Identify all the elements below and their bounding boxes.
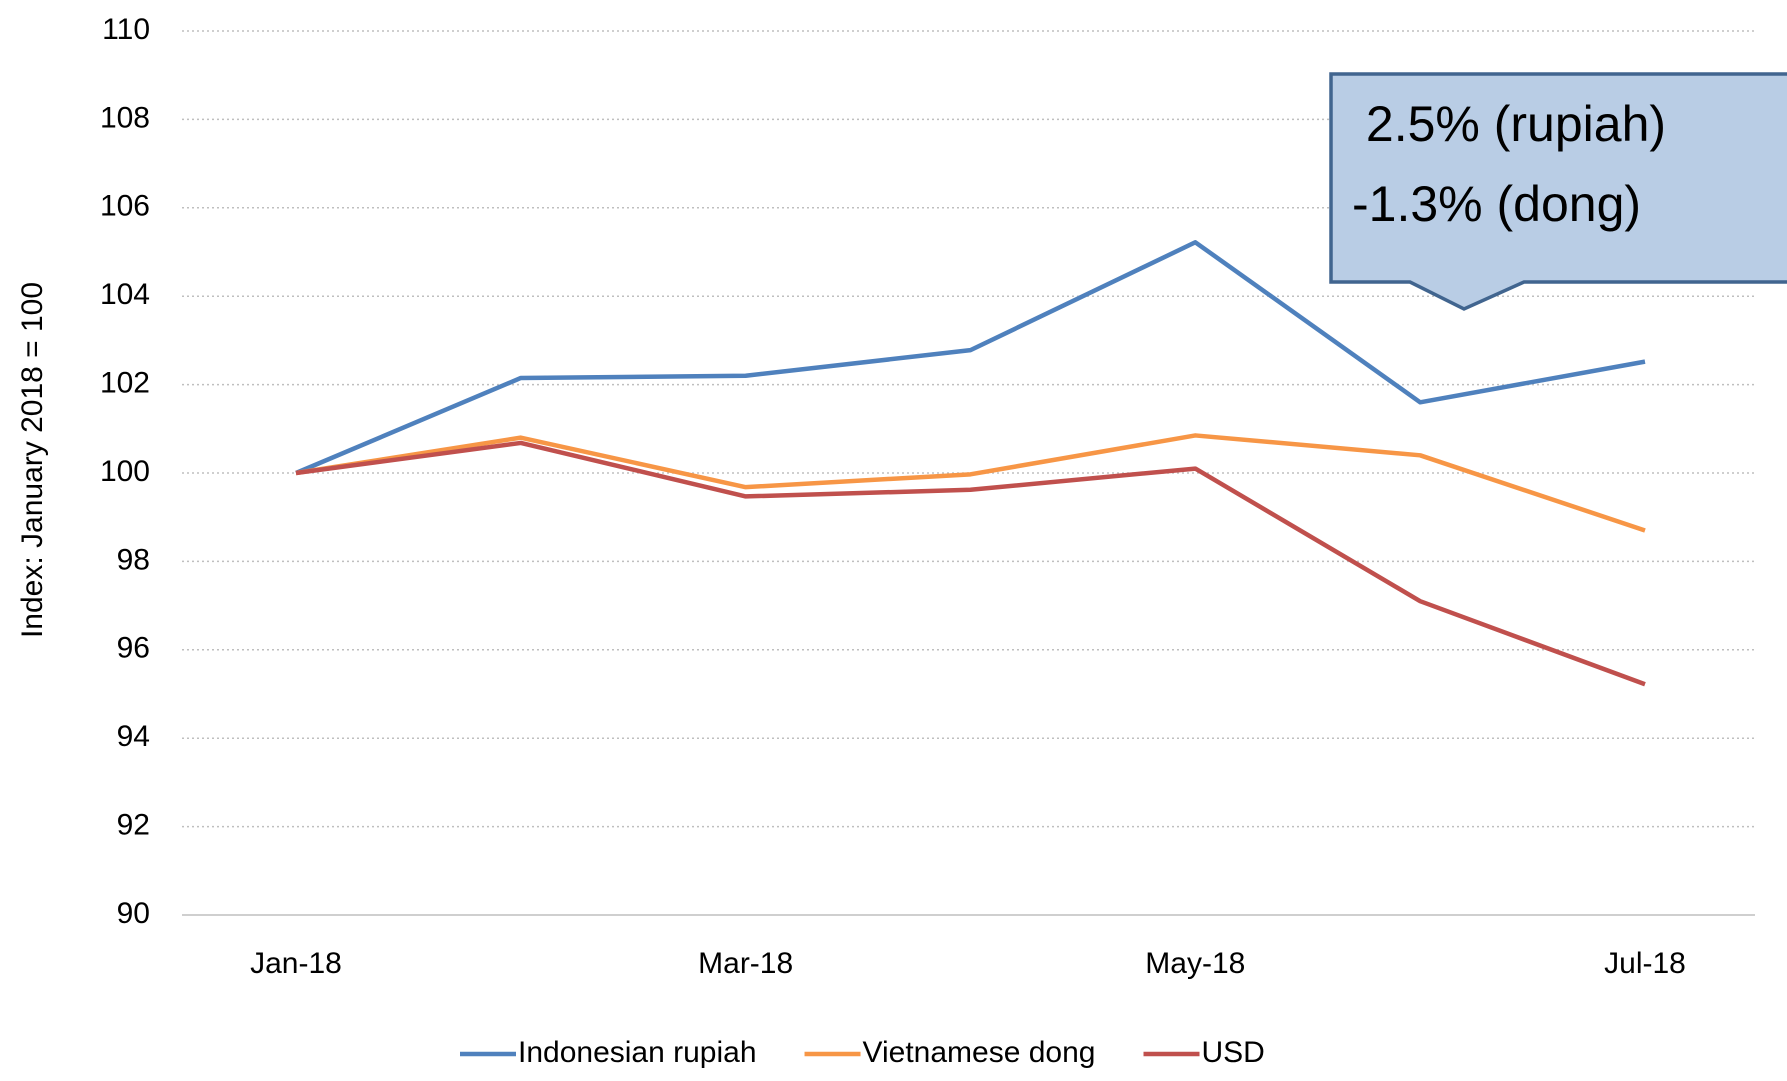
series-line	[295, 433, 1646, 533]
x-tick-label: Jul-18	[1604, 947, 1686, 980]
x-tick-label: May-18	[1145, 947, 1245, 980]
y-axis-label: Index: January 2018 = 100	[16, 282, 49, 638]
y-tick-label: 94	[117, 720, 150, 753]
series-line	[295, 440, 1646, 687]
callout-text: 2.5% (rupiah)	[1352, 96, 1666, 152]
callout-text: -1.3% (dong)	[1352, 176, 1641, 232]
legend-item: Vietnamese dong	[804, 1036, 1096, 1069]
legend-item: USD	[1143, 1036, 1265, 1069]
legend-label: Vietnamese dong	[863, 1036, 1096, 1069]
y-tick-label: 102	[100, 367, 150, 400]
y-tick-label: 92	[117, 809, 150, 842]
y-tick-label: 90	[117, 897, 150, 930]
y-tick-label: 104	[100, 278, 150, 311]
x-tick-label: Jan-18	[250, 947, 342, 980]
y-tick-label: 98	[117, 543, 150, 576]
legend-label: USD	[1202, 1036, 1265, 1069]
legend-item: Indonesian rupiah	[460, 1036, 757, 1069]
legend-label: Indonesian rupiah	[518, 1036, 757, 1069]
y-tick-label: 96	[117, 632, 150, 665]
x-tick-label: Mar-18	[698, 947, 793, 980]
y-tick-label: 110	[102, 13, 150, 46]
callout-box	[1329, 72, 1787, 311]
y-tick-label: 108	[100, 101, 150, 134]
series-line	[295, 240, 1646, 476]
y-tick-label: 106	[100, 190, 150, 223]
y-tick-label: 100	[100, 455, 150, 488]
